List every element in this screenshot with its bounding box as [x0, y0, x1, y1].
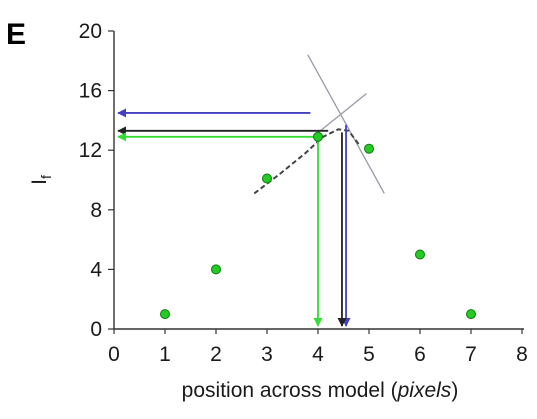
x-axis-label-italic: pixels — [397, 379, 452, 402]
x-tick-label: 8 — [516, 343, 528, 366]
y-tick-label: 20 — [79, 20, 102, 43]
annotations — [117, 54, 385, 327]
y-tick-label: 12 — [79, 139, 102, 162]
data-point — [466, 309, 476, 320]
x-tick-label: 0 — [108, 343, 120, 366]
fit-curve — [253, 128, 360, 195]
x-tick-label: 6 — [414, 343, 426, 366]
x-axis-label-suffix: ) — [451, 379, 458, 402]
y-tick-label: 8 — [90, 199, 102, 222]
x-tick-label: 2 — [210, 343, 222, 366]
data-point — [313, 131, 323, 142]
data-point — [415, 249, 425, 260]
data-points — [160, 131, 476, 320]
tangent-line — [312, 93, 367, 138]
x-axis-label: position across model (pixels) — [182, 379, 459, 402]
x-tick-label: 4 — [312, 343, 324, 366]
x-axis-label-prefix: position across model ( — [182, 379, 398, 402]
y-axis-label: If — [28, 175, 54, 185]
y-axis-label-subscript: f — [38, 175, 54, 179]
x-tick-label: 7 — [465, 343, 477, 366]
axes — [113, 31, 524, 330]
x-tick-label: 1 — [159, 343, 171, 366]
tangent-line — [307, 54, 385, 194]
y-tick-label: 16 — [79, 80, 102, 103]
y-axis-label-main: I — [28, 179, 51, 185]
y-tick-label: 4 — [90, 258, 102, 281]
x-tick-label: 5 — [363, 343, 375, 366]
y-tick-label: 0 — [90, 318, 102, 341]
panel-label: E — [6, 18, 26, 51]
data-point — [211, 264, 221, 275]
data-point — [160, 309, 170, 320]
data-point — [364, 143, 374, 154]
data-point — [262, 173, 272, 184]
x-tick-label: 3 — [261, 343, 273, 366]
